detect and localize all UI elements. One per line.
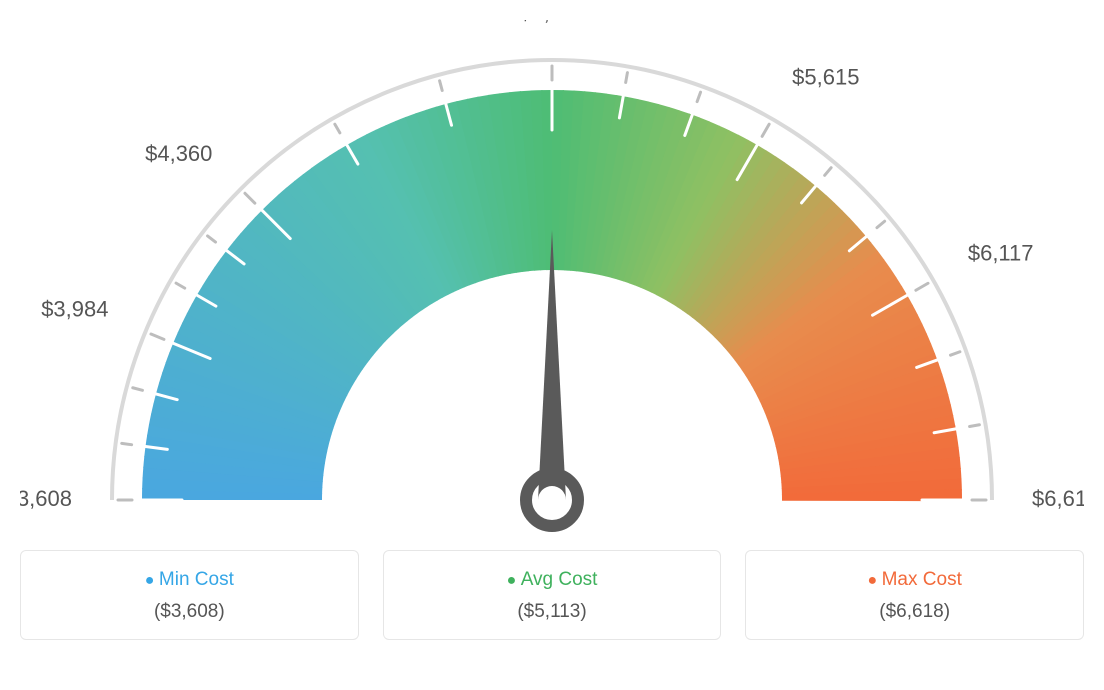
- gauge-tick: [133, 388, 143, 391]
- legend-title-min: Min Cost: [31, 569, 348, 591]
- gauge-tick: [825, 168, 831, 176]
- gauge-tick: [762, 124, 769, 136]
- legend-row: Min Cost ($3,608) Avg Cost ($5,113) Max …: [20, 550, 1084, 640]
- gauge-tick: [626, 73, 628, 83]
- gauge-tick: [916, 283, 928, 290]
- gauge-tick: [208, 236, 216, 242]
- gauge-tick-label: $5,113: [519, 20, 585, 25]
- legend-value-min: ($3,608): [31, 601, 348, 623]
- gauge-tick: [950, 352, 959, 355]
- gauge-needle: [538, 230, 566, 500]
- gauge-tick-label: $5,615: [792, 64, 859, 89]
- gauge-tick-label: $6,618: [1032, 486, 1084, 511]
- legend-title-max: Max Cost: [756, 569, 1073, 591]
- gauge-tick: [245, 193, 255, 203]
- gauge-svg: $3,608 $3,984 $4,360 $5,113 $5,615 $6,117 $6,6…: [20, 20, 1084, 540]
- gauge-tick: [122, 443, 132, 444]
- gauge-tick: [697, 92, 700, 101]
- gauge-tick-label: $3,608: [20, 486, 72, 511]
- gauge-tick: [877, 221, 885, 227]
- gauge-tick: [176, 283, 185, 288]
- gauge-tick-label: $4,360: [145, 141, 212, 166]
- gauge-needle-hub-inner: [538, 486, 566, 514]
- gauge-tick: [335, 124, 340, 133]
- legend-card-max: Max Cost ($6,618): [745, 550, 1084, 640]
- legend-value-max: ($6,618): [756, 601, 1073, 623]
- legend-value-avg: ($5,113): [394, 601, 711, 623]
- gauge-tick-label: $6,117: [968, 240, 1034, 265]
- gauge-tick-label: $3,984: [41, 296, 108, 321]
- gauge-tick: [970, 425, 980, 427]
- legend-card-avg: Avg Cost ($5,113): [383, 550, 722, 640]
- gauge-tick: [151, 334, 164, 339]
- legend-card-min: Min Cost ($3,608): [20, 550, 359, 640]
- gauge-tick: [440, 81, 443, 91]
- cost-gauge-chart: $3,608 $3,984 $4,360 $5,113 $5,615 $6,117 $6,6…: [20, 20, 1084, 540]
- legend-title-avg: Avg Cost: [394, 569, 711, 591]
